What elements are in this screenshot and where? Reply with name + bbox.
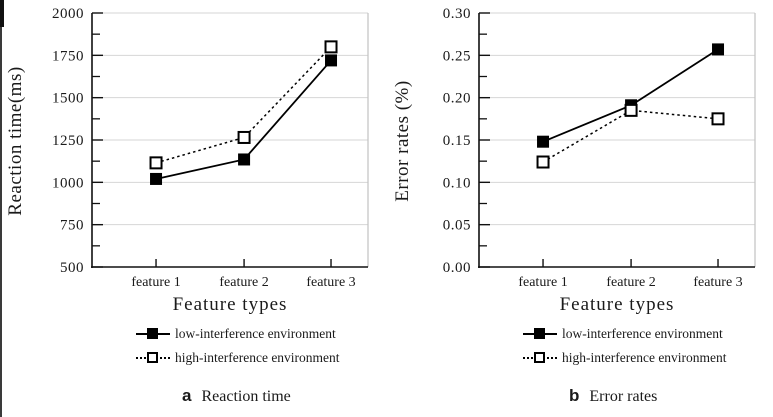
panel-error-rates: Error rates (%) 0.00 0.05 0.10 0.15 0.20 0.25… [387, 0, 773, 417]
series-line-dotted [542, 109, 719, 163]
data-point-marker [711, 112, 725, 126]
y-tick-label: 0.15 [443, 133, 471, 149]
series-line-solid [542, 48, 719, 143]
legend: low-interference environment high-interf… [523, 326, 727, 366]
data-point-marker [712, 43, 725, 56]
panel-caption: a Reaction time [182, 386, 291, 406]
y-tick-label: 0.05 [443, 218, 471, 234]
screenshot-left-edge-line [0, 0, 2, 417]
data-point-marker [536, 155, 550, 169]
x-tick-label: feature 2 [606, 275, 655, 290]
dotted-line-open-square-icon [136, 350, 170, 366]
data-point-marker [150, 172, 163, 185]
y-tick-label: 0.25 [443, 48, 471, 64]
data-point-marker [149, 156, 163, 170]
y-tick-label: 0.20 [443, 91, 471, 107]
legend-label: low-interference environment [562, 326, 723, 341]
legend-item-high-interference: high-interference environment [136, 350, 340, 366]
x-tick-label: feature 3 [306, 275, 355, 290]
series-line-dotted [155, 46, 332, 164]
legend-item-low-interference: low-interference environment [523, 326, 727, 342]
data-point-marker [624, 103, 638, 117]
legend-label: high-interference environment [175, 350, 340, 365]
panel-letter: b [569, 386, 580, 405]
legend-label: high-interference environment [562, 350, 727, 365]
y-tick-label: 1250 [52, 133, 84, 149]
x-axis-title: Feature types [559, 294, 675, 315]
reaction-time-chart: 500 750 1000 1250 1500 1750 2000 feature 1 featu… [52, 6, 369, 290]
solid-line-filled-square-icon [523, 326, 557, 342]
panel-caption: b Error rates [569, 386, 657, 406]
panel-letter: a [182, 386, 192, 405]
data-point-marker [238, 153, 251, 166]
y-tick-label: 500 [60, 260, 84, 276]
x-tick-label: feature 1 [131, 275, 180, 290]
y-tick-label: 0.00 [443, 260, 471, 276]
x-tick-label: feature 3 [693, 275, 742, 290]
y-tick-label: 0.30 [443, 6, 471, 22]
panel-caption-text: Error rates [589, 388, 658, 405]
x-tick-label: feature 1 [518, 275, 567, 290]
x-axis-title: Feature types [172, 294, 288, 315]
y-tick-label: 1500 [52, 91, 84, 107]
x-tick-label: feature 2 [219, 275, 268, 290]
y-tick-label: 1000 [52, 175, 84, 191]
legend: low-interference environment high-interf… [136, 326, 340, 366]
y-tick-label: 2000 [52, 6, 84, 22]
dotted-line-open-square-icon [523, 350, 557, 366]
legend-item-low-interference: low-interference environment [136, 326, 340, 342]
panel-reaction-time: Reaction time(ms) 500 750 1000 1250 1500 1750… [0, 0, 386, 417]
y-tick-label: 750 [60, 218, 84, 234]
data-point-marker [324, 40, 338, 54]
data-point-marker [237, 130, 251, 144]
data-point-marker [537, 135, 550, 148]
panel-caption-text: Reaction time [201, 388, 291, 405]
legend-item-high-interference: high-interference environment [523, 350, 727, 366]
legend-label: low-interference environment [175, 326, 336, 341]
y-tick-label: 1750 [52, 48, 84, 64]
y-tick-label: 0.10 [443, 175, 471, 191]
screenshot-left-edge-cap [0, 0, 4, 27]
data-point-marker [325, 54, 338, 67]
error-rates-chart: 0.00 0.05 0.10 0.15 0.20 0.25 0.30 feature 1 fea… [443, 6, 756, 290]
solid-line-filled-square-icon [136, 326, 170, 342]
